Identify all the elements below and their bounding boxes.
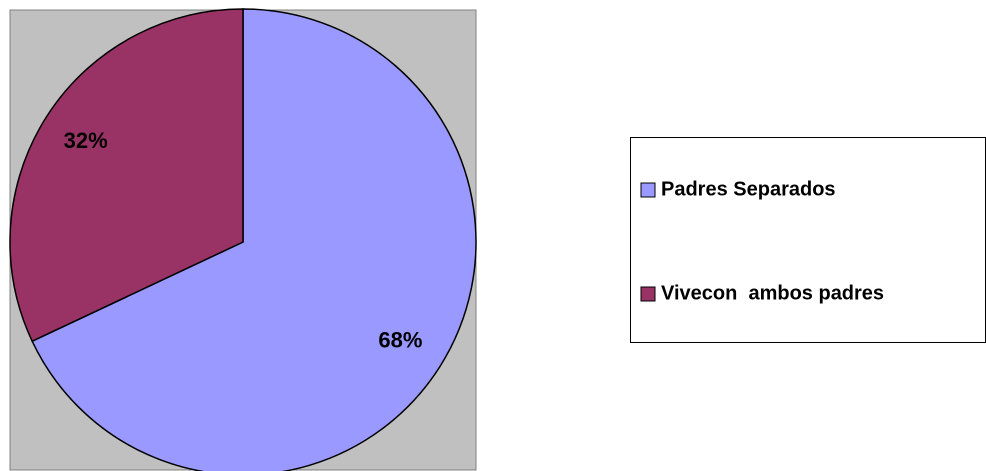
data-label: 68% [378,328,422,353]
legend-swatch [640,182,656,198]
data-label: 32% [64,128,108,153]
legend-label: Vivecon ambos padres [661,282,884,304]
legend [630,137,986,343]
legend-swatch [640,286,656,302]
pie-slice [31,8,477,471]
pie-slice [9,8,244,343]
legend-label: Padres Separados [661,178,836,200]
